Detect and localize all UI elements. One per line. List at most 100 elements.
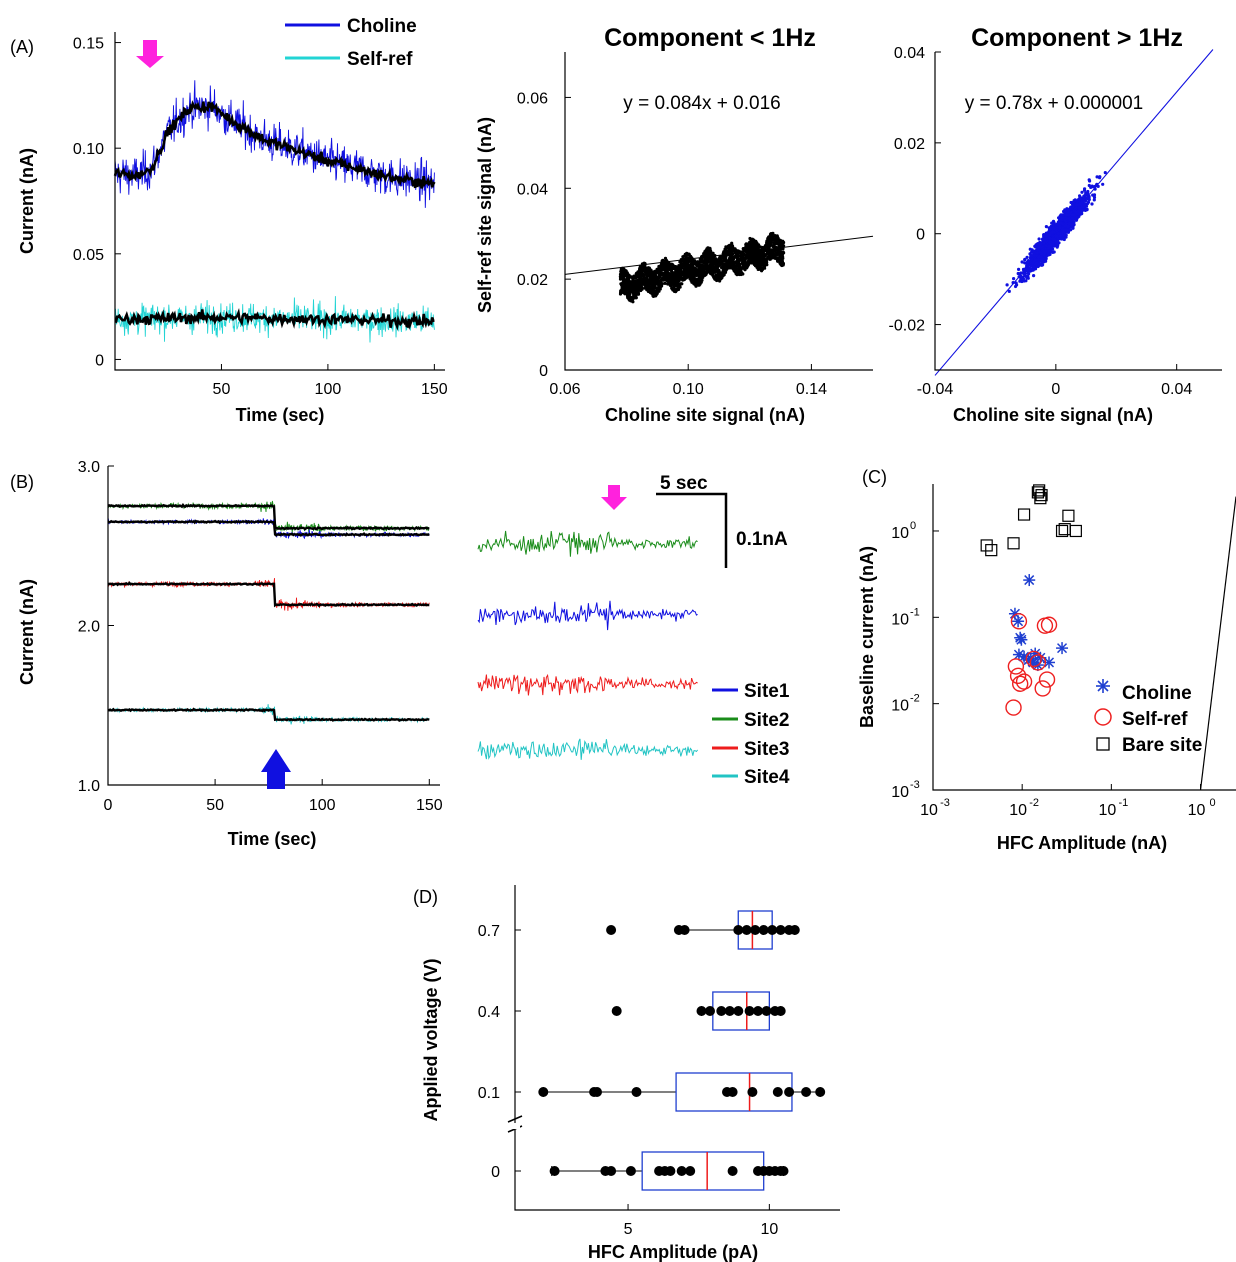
scatter-point <box>695 269 699 273</box>
scatter-point <box>1083 193 1087 197</box>
scatter-point <box>767 250 772 254</box>
scatter-point <box>660 284 664 288</box>
asterisk-stroke <box>1035 652 1046 663</box>
scatter-point <box>758 257 762 261</box>
legend-label-bare-site: Bare site <box>1122 735 1202 756</box>
x-tick-label: 150 <box>416 797 443 814</box>
x-tick-label: 0.04 <box>1161 381 1192 398</box>
data-point <box>753 1006 763 1016</box>
x-axis-label-c: HFC Amplitude (nA) <box>997 833 1167 853</box>
asterisk-stroke <box>1023 655 1034 666</box>
data-point <box>784 1087 795 1097</box>
scatter-point <box>666 278 671 282</box>
scatter-point <box>764 244 768 249</box>
panel-label-c: (C) <box>862 467 887 487</box>
legend-label-site3: Site3 <box>744 739 789 760</box>
asterisk-stroke <box>1024 575 1035 586</box>
x-tick-label: 0.10 <box>673 381 704 398</box>
scatter-point <box>629 290 633 294</box>
asterisk-stroke <box>1043 657 1055 668</box>
scatter-point <box>1073 213 1077 217</box>
fit-line-a2 <box>564 235 874 275</box>
scatter-point <box>750 238 754 242</box>
scatter-point <box>649 277 653 281</box>
scatter-point <box>765 241 769 245</box>
legend-marker-bare-site <box>1096 737 1110 751</box>
scatter-point <box>622 267 626 271</box>
hf-trace-site1 <box>477 600 698 631</box>
scatter-point <box>1044 237 1048 241</box>
scatter-point <box>622 290 626 294</box>
scatter-point <box>1028 247 1032 251</box>
scatter-point <box>1042 241 1046 245</box>
ticks-a1: 50 100 150 0 0.05 0.10 0.15 <box>73 36 448 398</box>
scatter-point <box>653 282 657 286</box>
axes-a1 <box>114 32 445 371</box>
fit-equation-a3: y = 0.78x + 0.000001 <box>965 93 1144 114</box>
scatter-point <box>664 263 669 267</box>
scatter-point <box>721 264 726 268</box>
legend-label-self-ref: Self-ref <box>347 49 413 70</box>
smoothed-line-choline <box>113 100 436 189</box>
data-point <box>679 925 690 935</box>
scatter-point <box>677 270 681 274</box>
y-tick-label: 3.0 <box>78 459 100 476</box>
y-axis-label-a2: Self-ref site signal (nA) <box>475 117 495 313</box>
data-point-bare-site <box>980 539 993 552</box>
scatter-point <box>763 262 767 266</box>
scatter-point <box>643 265 647 269</box>
plot-area-d <box>538 910 826 1191</box>
y-tick-label: 2.0 <box>78 619 100 636</box>
scatter-point <box>652 286 656 290</box>
scatter-point <box>690 280 694 284</box>
scatter-point <box>1051 223 1055 227</box>
x-tick-label: 10 <box>1098 802 1116 819</box>
scale-bar-lines <box>656 492 728 568</box>
scatter-point <box>723 256 728 260</box>
panel-label-a: (A) <box>10 37 34 57</box>
scatter-point <box>781 239 785 243</box>
data-point-choline <box>1012 615 1025 628</box>
ticks-c: 10 -3 10 -2 10 -1 10 010 -310 -210 -110 0 <box>891 520 1215 819</box>
plot-area-b <box>107 500 430 725</box>
scatter-point <box>756 243 760 248</box>
y-axis-label-c: Baseline current (nA) <box>857 546 877 728</box>
scatter-point <box>1095 175 1099 179</box>
series-line-choline <box>114 80 435 208</box>
scatter-point <box>698 260 702 264</box>
scatter-point <box>703 260 707 264</box>
scatter-point <box>693 272 697 276</box>
scatter-point <box>673 272 678 277</box>
data-point <box>733 925 744 935</box>
scatter-point <box>663 271 668 275</box>
scatter-point <box>684 276 688 280</box>
scatter-point <box>1033 244 1038 248</box>
scatter-point <box>714 273 718 277</box>
scatter-point <box>769 234 774 238</box>
scatter-point <box>778 239 782 243</box>
x-tick-exponent: 0 <box>1209 797 1215 809</box>
axis-break-gap <box>512 1123 520 1129</box>
data-point <box>625 1166 636 1176</box>
y-tick-exponent: -2 <box>910 693 920 705</box>
asterisk-stroke <box>1013 616 1024 627</box>
scatter-point <box>1023 261 1027 265</box>
scatter-point <box>669 275 673 279</box>
scatter-point <box>653 289 658 293</box>
scatter-point <box>1031 265 1036 269</box>
scatter-point <box>739 255 743 259</box>
scatter-point <box>730 254 734 258</box>
scatter-point <box>753 264 758 268</box>
scatter-point <box>628 292 632 297</box>
data-point <box>606 1166 617 1176</box>
scatter-point <box>759 251 763 255</box>
scatter-point <box>1071 203 1075 207</box>
x-tick-label: 10 <box>1009 802 1027 819</box>
scatter-point <box>1055 242 1059 246</box>
scatter-point <box>715 265 720 269</box>
scatter-point <box>718 256 722 260</box>
scatter-point <box>663 281 667 285</box>
scatter-point <box>702 266 706 270</box>
scatter-point <box>1026 271 1030 275</box>
data-point <box>772 1087 783 1097</box>
